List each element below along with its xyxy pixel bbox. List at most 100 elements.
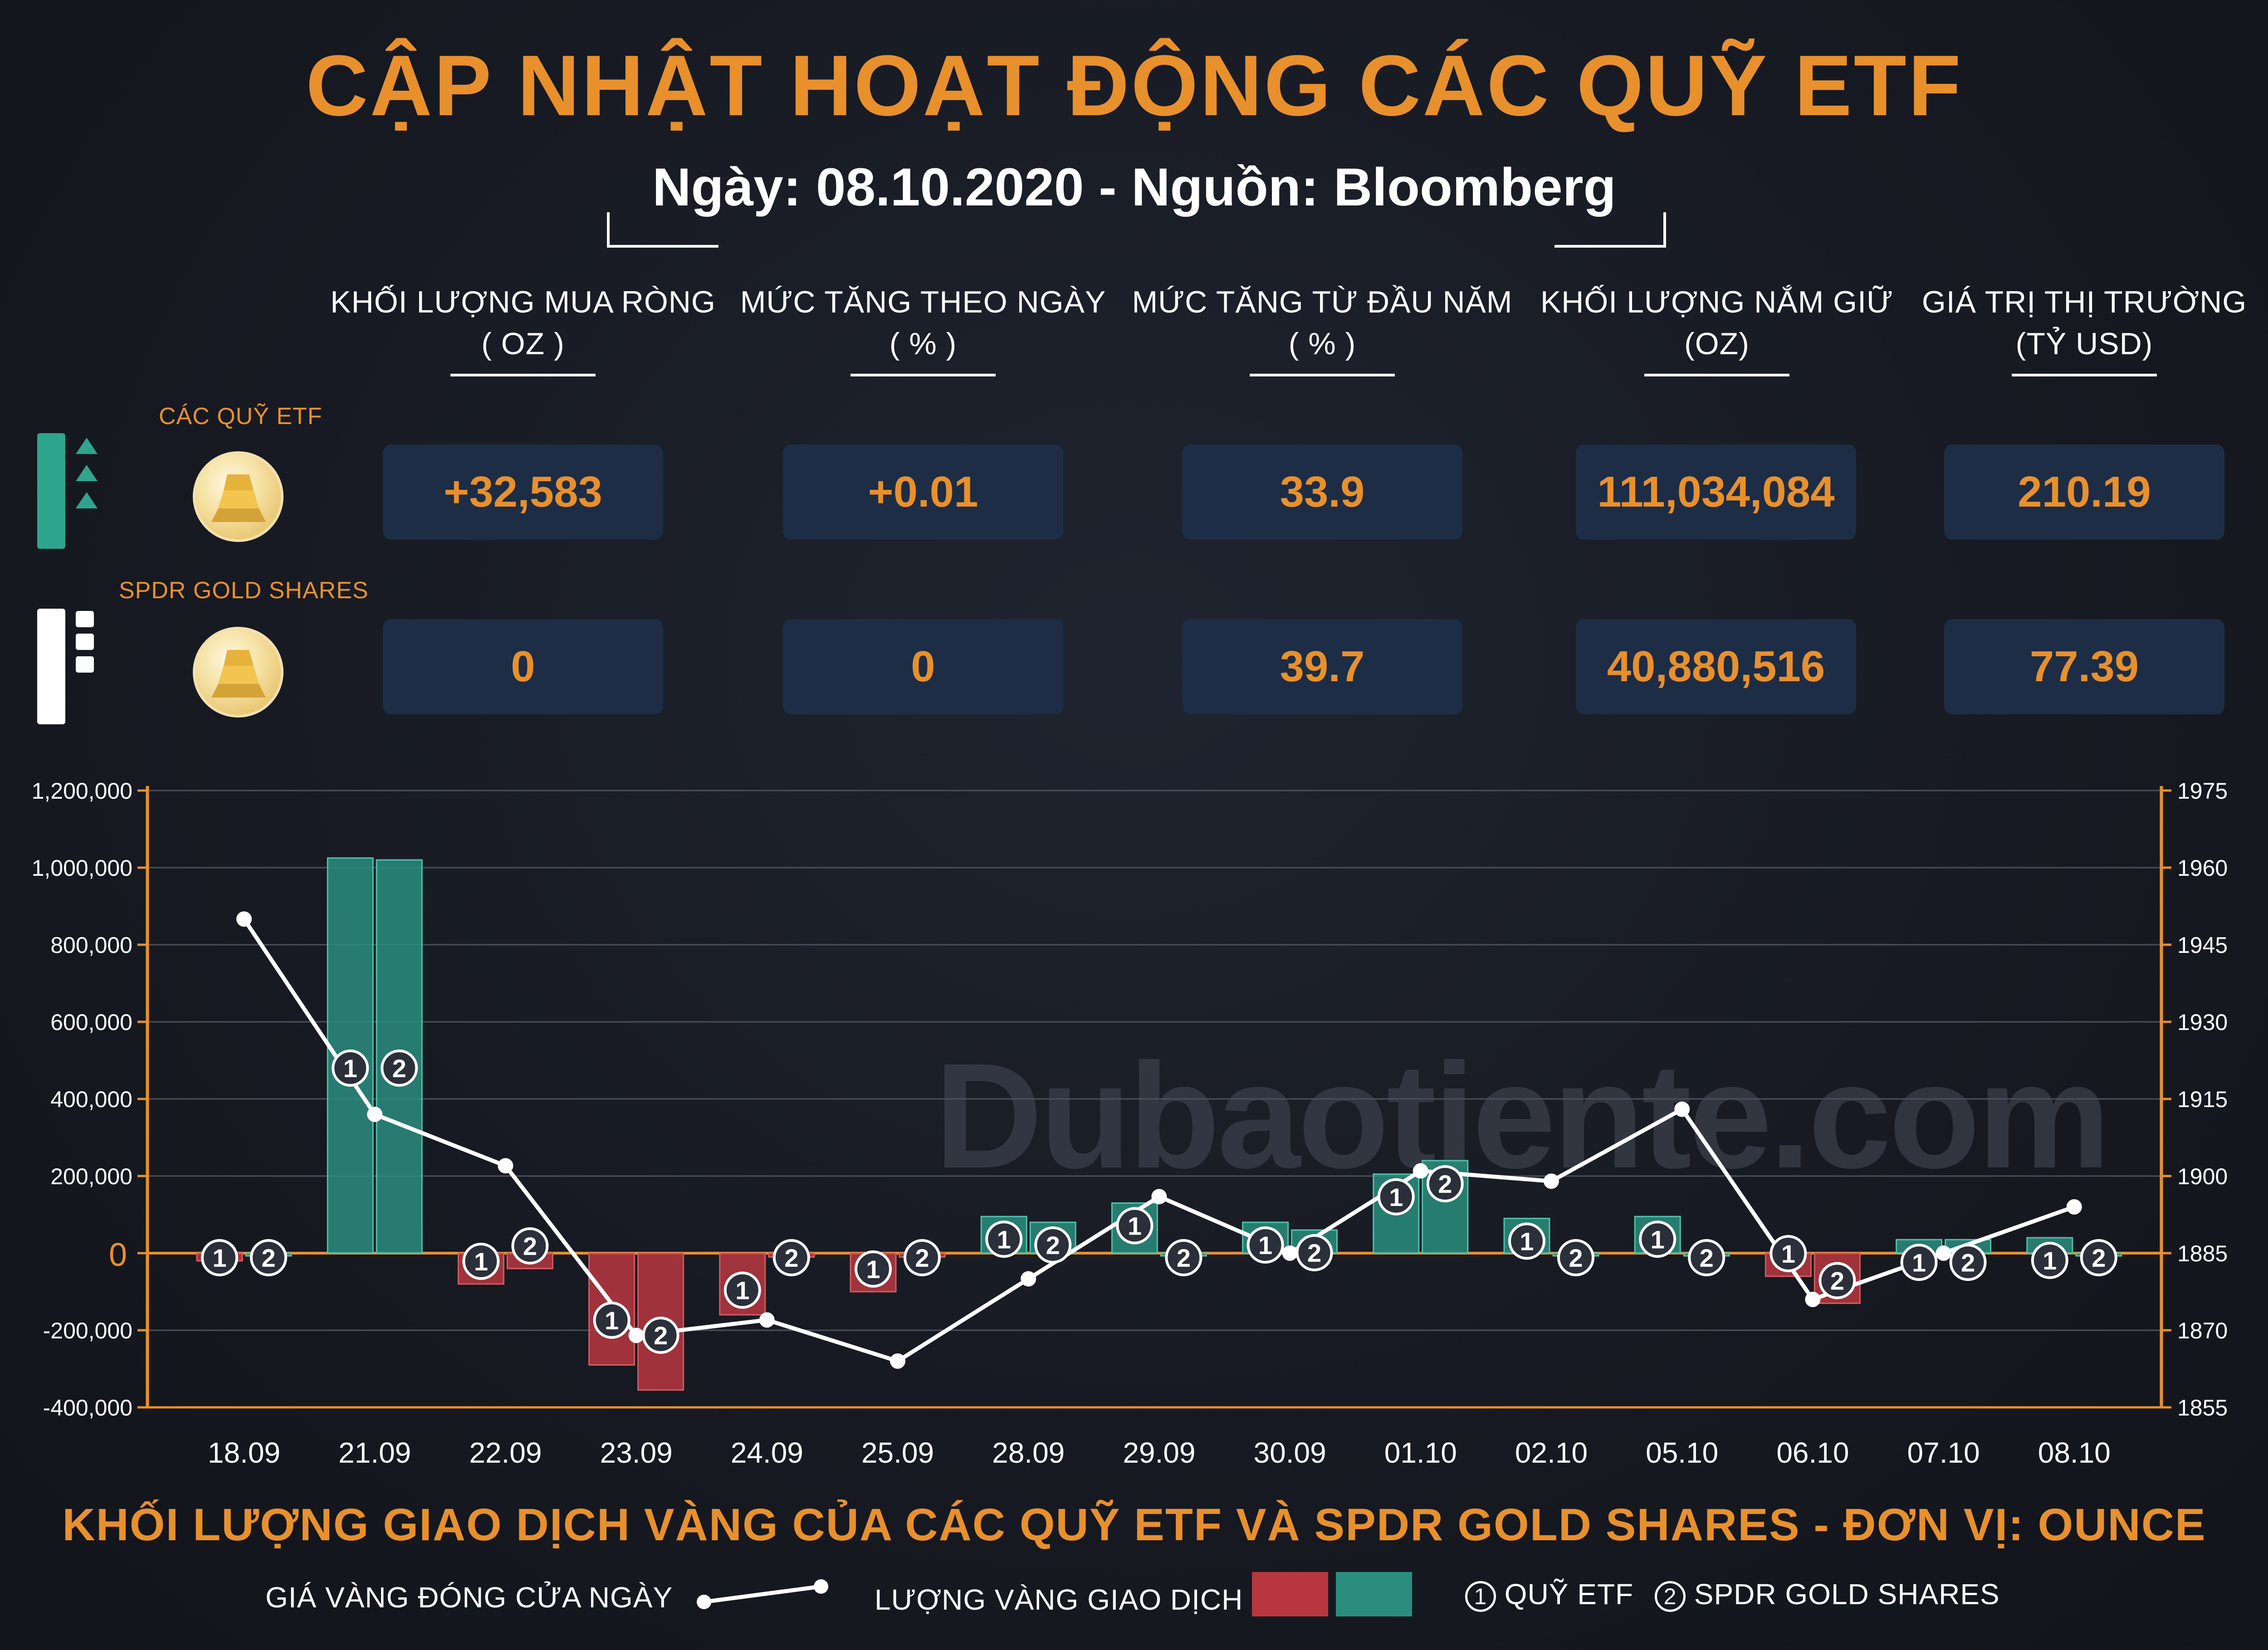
x-tick-label: 25.09: [861, 1436, 934, 1469]
series-marker-label: 2: [1307, 1239, 1321, 1267]
column-header: GIÁ TRỊ THỊ TRƯỜNG (TỶ USD): [1885, 281, 2268, 376]
series-marker-icon: [1377, 1178, 1415, 1216]
series-marker-label: 1: [997, 1225, 1011, 1254]
y-right-tick-label: 1945: [2177, 932, 2228, 958]
chart-title: KHỐI LƯỢNG GIAO DỊCH VÀNG CỦA CÁC QUỸ ET…: [62, 1499, 2206, 1550]
x-tick-label: 02.10: [1515, 1436, 1588, 1469]
price-point: [1805, 1292, 1821, 1307]
column-header: KHỐI LƯỢNG NẮM GIỮ (OZ): [1517, 281, 1916, 376]
series-marker-label: 2: [261, 1244, 275, 1272]
series-marker-icon: [1900, 1244, 1938, 1281]
y-left-tick-label: 600,000: [50, 1010, 132, 1035]
x-tick-label: 07.10: [1907, 1436, 1980, 1469]
series-marker-icon: [1949, 1244, 1987, 1281]
etf-fund-icon: [37, 433, 98, 549]
price-point: [890, 1353, 905, 1369]
series-marker-label: 1: [1128, 1212, 1142, 1240]
y-left-tick-label: 1,000,000: [32, 855, 132, 881]
series-marker-label: 1: [212, 1244, 226, 1272]
series-marker-label: 1: [474, 1247, 488, 1276]
series-marker-icon: [1116, 1207, 1154, 1245]
series-marker-label: 2: [1830, 1267, 1844, 1295]
series-marker-icon: [1639, 1220, 1677, 1258]
y-right-tick-label: 1960: [2177, 855, 2228, 881]
series-marker-icon: [1034, 1226, 1072, 1264]
series-marker-icon: [593, 1301, 631, 1339]
x-tick-label: 29.09: [1123, 1436, 1195, 1469]
column-header-rule: [1250, 374, 1395, 376]
value-box: 39.7: [1182, 619, 1462, 714]
x-tick-label: 05.10: [1646, 1436, 1718, 1469]
series-marker-icon: [462, 1243, 500, 1280]
series-marker-icon: [985, 1220, 1023, 1258]
column-header-title: KHỐI LƯỢNG MUA RÒNG: [330, 285, 716, 319]
column-header-unit: ( % ): [889, 327, 957, 361]
legend-spdr-label: SPDR GOLD SHARES: [1694, 1578, 2000, 1611]
column-header-unit: ( % ): [1288, 327, 1356, 361]
series-marker-label: 2: [915, 1244, 929, 1272]
series-marker-label: 2: [523, 1232, 537, 1260]
series-marker-icon: [1769, 1235, 1807, 1272]
column-header-title: MỨC TĂNG THEO NGÀY: [740, 285, 1106, 319]
column-header-title: KHỐI LƯỢNG NẮM GIỮ: [1540, 285, 1894, 319]
column-header-unit: (TỶ USD): [2015, 327, 2153, 361]
x-tick-label: 18.09: [208, 1436, 280, 1469]
price-point: [498, 1158, 513, 1174]
series-marker-label: 1: [1912, 1248, 1926, 1277]
price-point: [759, 1312, 775, 1328]
legend-spdr-number: 2: [1655, 1581, 1686, 1612]
price-point: [367, 1107, 383, 1122]
page-title: CẬP NHẬT HOẠT ĐỘNG CÁC QUỸ ETF: [306, 38, 1963, 134]
y-right-tick-label: 1885: [2177, 1241, 2228, 1266]
column-header-rule: [1644, 374, 1789, 376]
series-marker-icon: [1295, 1234, 1333, 1271]
value-box: 33.9: [1182, 444, 1462, 540]
price-point: [628, 1328, 644, 1343]
legend-negative-swatch: [1252, 1572, 1328, 1616]
series-marker-label: 1: [735, 1276, 749, 1305]
y-left-tick-label: 200,000: [50, 1164, 132, 1189]
y-right-tick-label: 1930: [2177, 1010, 2228, 1035]
series-marker-icon: [1165, 1239, 1202, 1276]
y-left-tick-label: 1,200,000: [32, 778, 132, 804]
x-tick-label: 30.09: [1254, 1436, 1326, 1469]
legend-positive-swatch: [1336, 1572, 1412, 1616]
series-marker-label: 1: [343, 1054, 357, 1083]
y-right-tick-label: 1855: [2177, 1395, 2228, 1421]
y-left-tick-label: -200,000: [43, 1318, 132, 1343]
x-tick-label: 24.09: [731, 1436, 803, 1469]
series-marker-label: 1: [1781, 1240, 1795, 1268]
series-marker-label: 2: [1438, 1170, 1452, 1198]
value-box: 0: [783, 619, 1063, 714]
gold-bar-icon: [193, 627, 284, 718]
bar: [376, 859, 423, 1254]
series-marker-icon: [1246, 1226, 1284, 1264]
series-marker-icon: [772, 1239, 810, 1276]
series-marker-label: 2: [1961, 1248, 1975, 1277]
legend-spdr: 2 SPDR GOLD SHARES: [1655, 1577, 2000, 1612]
series-marker-icon: [642, 1317, 679, 1354]
y-left-tick-label: 0: [109, 1237, 127, 1273]
value-box: 0: [383, 619, 663, 714]
series-marker-icon: [201, 1239, 238, 1276]
series-marker-icon: [2031, 1242, 2068, 1279]
column-header-title: MỨC TĂNG TỪ ĐẦU NĂM: [1132, 285, 1513, 319]
y-right-tick-label: 1915: [2177, 1087, 2228, 1112]
value-box: +32,583: [383, 444, 663, 540]
legend-etf: 1 QUỸ ETF: [1465, 1577, 1633, 1612]
series-marker-label: 2: [1700, 1244, 1714, 1272]
watermark: Dubaotiente.com: [934, 1032, 2111, 1199]
series-marker-icon: [511, 1227, 549, 1264]
series-marker-icon: [381, 1050, 418, 1087]
y-right-tick-label: 1870: [2177, 1318, 2228, 1343]
row-label-etf: CÁC QUỸ ETF: [159, 403, 323, 430]
series-marker-label: 1: [2043, 1246, 2057, 1275]
price-point: [1544, 1173, 1559, 1189]
gold-etf-chart: -400,000 -200,000 0 200,000 400,000 600,000 80…: [32, 778, 2228, 1469]
series-marker-icon: [855, 1250, 892, 1288]
series-marker-label: 1: [1258, 1231, 1272, 1259]
legend-etf-number: 1: [1465, 1581, 1496, 1612]
price-point: [1413, 1163, 1428, 1179]
column-header-rule: [2012, 374, 2157, 376]
series-marker-label: 1: [866, 1255, 880, 1284]
